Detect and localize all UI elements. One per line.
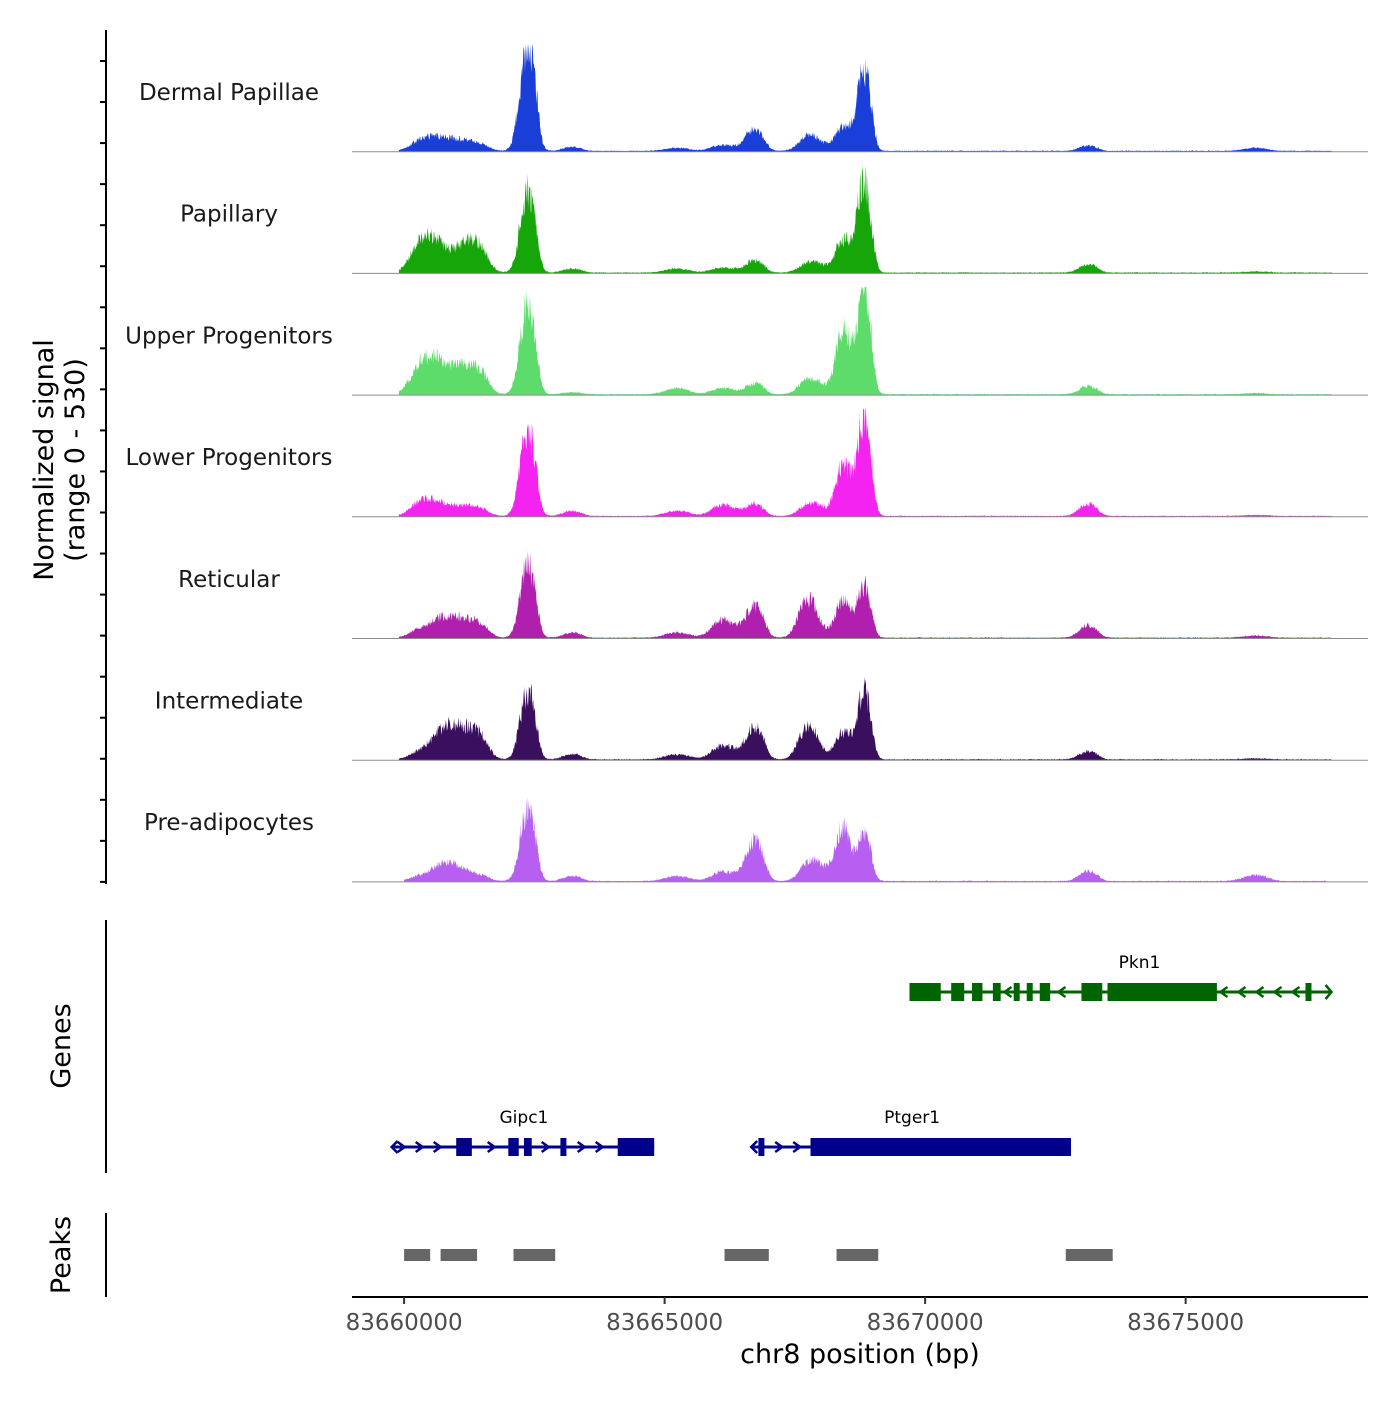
peaks-axis-title: Peaks [46,1216,77,1294]
track-upper-progenitors: Upper Progenitors [125,287,1368,396]
coverage-area [398,676,1332,761]
peak-region [836,1249,879,1261]
gene-start-tick [749,1140,759,1154]
track-dermal-papillae: Dermal Papillae [139,43,1368,153]
track-label: Upper Progenitors [125,323,333,349]
x-tick-label: 83665000 [606,1310,723,1336]
genes-axis-title: Genes [46,1003,77,1088]
x-tick-label: 83660000 [346,1310,463,1336]
exon [972,983,983,1001]
gene-end-tick [1324,984,1334,1000]
strand-arrow [576,1140,587,1154]
gene-start-tick [389,1140,399,1154]
exon [1026,983,1033,1001]
strand-arrow [1290,985,1301,999]
peaks-track [404,1249,1113,1261]
x-axis: 83660000 83665000 83670000 83675000 [346,1296,1368,1336]
exon [1039,983,1051,1001]
x-tick-label: 83670000 [867,1310,984,1336]
gene-label: Ptger1 [884,1108,940,1128]
peak-region [1065,1249,1113,1261]
track-papillary: Papillary [180,165,1368,274]
track-label: Papillary [180,202,278,228]
strand-arrow [486,1140,497,1154]
genes-track: Pkn1 Gipc1 Ptger1 [389,953,1334,1156]
y-axis-title-line2: (range 0 - 530) [60,358,91,562]
track-intermediate: Intermediate [155,676,1368,761]
exon [456,1138,472,1156]
exon [810,1138,1072,1156]
strand-arrow [1056,985,1067,999]
strand-arrow [1002,985,1013,999]
gene-gipc1: Gipc1 [389,1108,655,1156]
x-tick-label: 83675000 [1127,1310,1244,1336]
strand-arrow [1218,985,1229,999]
exon [1305,983,1312,1001]
strand-arrow [1254,985,1265,999]
left-axis-layer [100,30,107,1297]
track-label: Pre-adipocytes [144,810,314,836]
coverage-area [398,408,1332,517]
strand-arrow [396,1140,407,1154]
strand-arrow [540,1140,551,1154]
gene-label: Pkn1 [1119,953,1161,973]
exon [508,1138,519,1156]
exon [617,1138,655,1156]
y-axis-title-line1: Normalized signal [29,339,60,581]
exon [1081,983,1103,1001]
strand-arrow [594,1140,605,1154]
coverage-area [404,797,1327,882]
gene-ptger1: Ptger1 [749,1108,1072,1156]
track-label: Reticular [178,567,280,593]
peak-region [404,1249,431,1261]
coverage-area [398,43,1332,152]
track-pre-adipocytes: Pre-adipocytes [144,797,1368,883]
track-label: Intermediate [155,689,303,715]
exon [951,983,965,1001]
strand-arrow [774,1140,785,1154]
peak-region [440,1249,478,1261]
track-label: Lower Progenitors [126,445,333,471]
track-label: Dermal Papillae [139,80,319,106]
exon [909,983,941,1001]
gene-label: Gipc1 [500,1108,549,1128]
strand-arrow [1272,985,1283,999]
strand-arrow [414,1140,425,1154]
coverage-tracks: Dermal Papillae Papillary Upper Progenitor… [125,43,1368,883]
peak-region [724,1249,769,1261]
exon [758,1138,765,1156]
track-lower-progenitors: Lower Progenitors [126,408,1368,518]
peak-region [513,1249,556,1261]
exon [523,1138,532,1156]
coverage-area [398,287,1332,396]
gene-pkn1: Pkn1 [909,953,1334,1001]
strand-arrow [792,1140,803,1154]
x-axis-title: chr8 position (bp) [740,1339,980,1370]
strand-arrow [432,1140,443,1154]
exon [1107,983,1217,1001]
strand-arrow [1236,985,1247,999]
exon [992,983,1001,1001]
coverage-area [398,165,1332,274]
exon [560,1138,567,1156]
track-reticular: Reticular [178,550,1368,639]
coverage-area [398,550,1332,639]
exon [1013,983,1020,1001]
